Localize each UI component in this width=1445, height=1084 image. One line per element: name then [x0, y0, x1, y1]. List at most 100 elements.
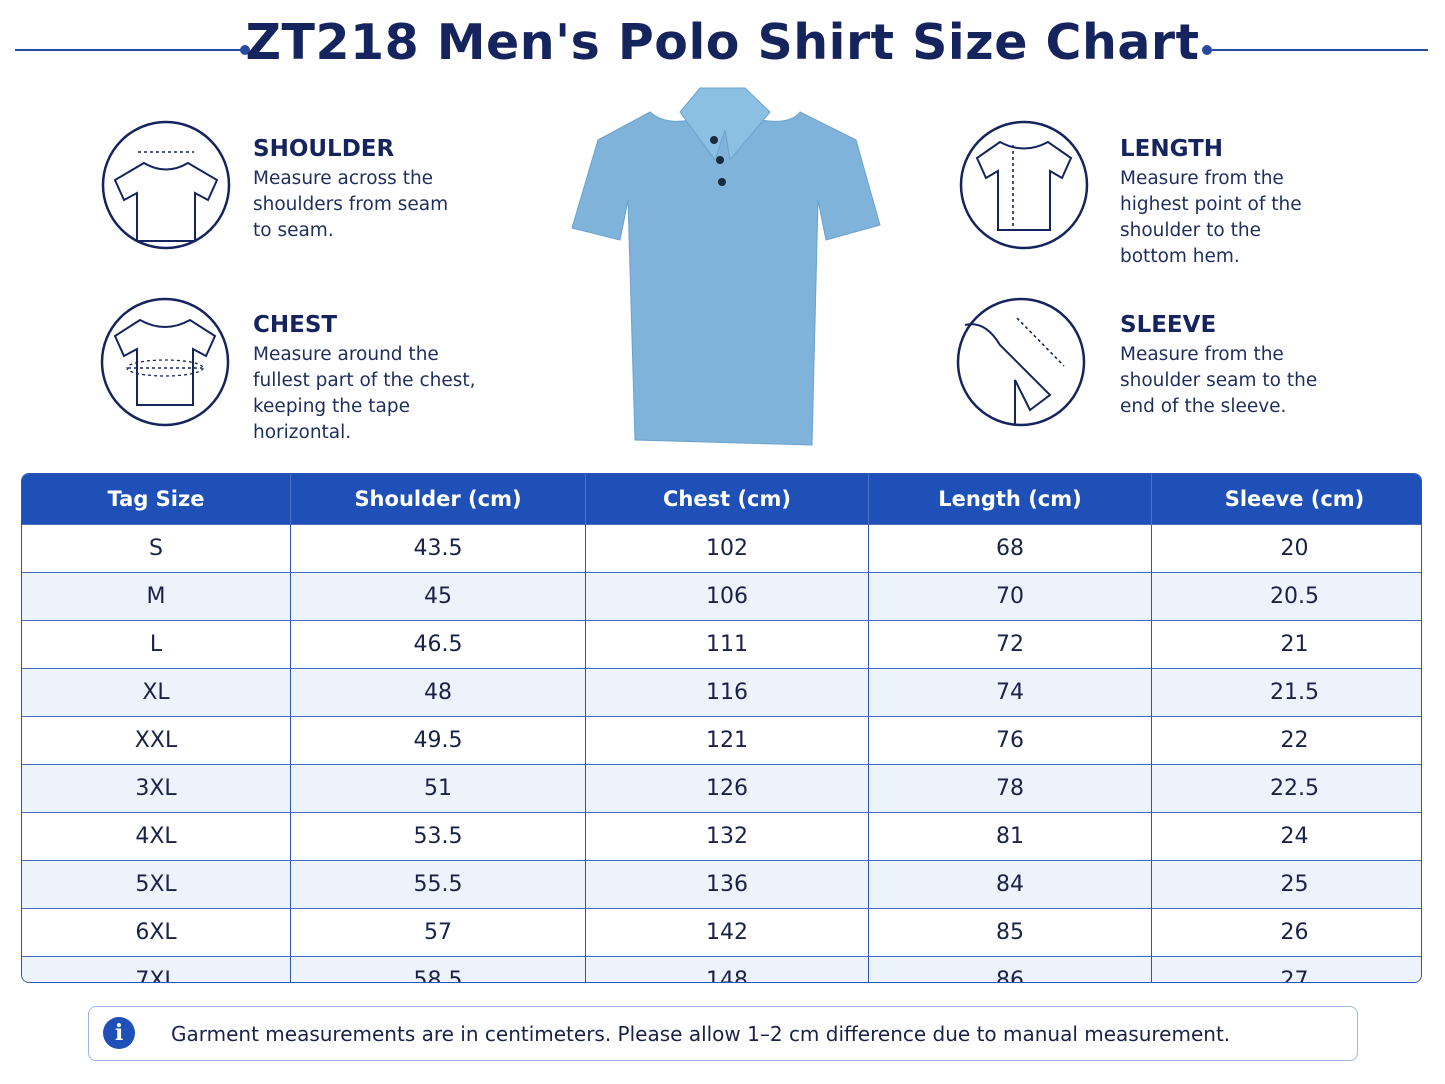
guide-line: to seam.	[253, 220, 334, 241]
table-cell: 53.5	[290, 812, 586, 861]
table-row: 3XL 51 126 78 22.5	[22, 764, 1421, 813]
table-row: L 46.5 111 72 21	[22, 620, 1421, 669]
table-cell: 136	[585, 860, 869, 909]
table-cell: 51	[290, 764, 586, 813]
column-header: Sleeve (cm)	[1151, 474, 1421, 525]
guide-title: CHEST	[253, 312, 338, 338]
table-cell: 78	[868, 764, 1152, 813]
table-row: 4XL 53.5 132 81 24	[22, 812, 1421, 861]
table-cell: 48	[290, 668, 586, 717]
guide-line: end of the sleeve.	[1120, 396, 1287, 417]
table-cell: 102	[585, 524, 869, 573]
table-row: M 45 106 70 20.5	[22, 572, 1421, 621]
table: Tag Size Shoulder (cm) Chest (cm) Length (c…	[22, 474, 1421, 982]
guide-line: Measure from the	[1120, 344, 1284, 365]
table-cell: 84	[868, 860, 1152, 909]
table-cell: 5XL	[22, 860, 291, 909]
table-cell: XXL	[22, 716, 291, 765]
table-cell: M	[22, 572, 291, 621]
table-cell: 49.5	[290, 716, 586, 765]
table-cell: 21.5	[1151, 668, 1421, 717]
table-cell: 22	[1151, 716, 1421, 765]
table-cell: 142	[585, 908, 869, 957]
guide: SLEEVE Measure from the shoulder seam to t…	[1120, 312, 1317, 420]
guide-text: Measure across the shoulders from seam to …	[253, 166, 448, 244]
title: ZT218 Men's Polo Shirt Size Chart	[245, 14, 1200, 71]
table-cell: 26	[1151, 908, 1421, 957]
header-row: Tag Size Shoulder (cm) Chest (cm) Length (c…	[22, 474, 1421, 525]
guide: SHOULDER Measure across the shoulders from…	[253, 136, 448, 244]
guide-line: shoulders from seam	[253, 194, 449, 215]
guide-text: Measure from the shoulder seam to the end …	[1120, 342, 1317, 420]
table-cell: 20.5	[1151, 572, 1421, 621]
guide-title: SLEEVE	[1120, 312, 1217, 338]
table-cell: 72	[868, 620, 1152, 669]
note: i Garment measurements are in centimeter…	[88, 1006, 1358, 1061]
table-row: XL 48 116 74 21.5	[22, 668, 1421, 717]
note-text: Garment measurements are in centimeters.…	[171, 1022, 1231, 1046]
table-cell: 7XL	[22, 956, 291, 982]
guide-line: bottom hem.	[1120, 246, 1240, 267]
table-cell: 45	[290, 572, 586, 621]
table-cell: 85	[868, 908, 1152, 957]
table-row: 5XL 55.5 136 84 25	[22, 860, 1421, 909]
table-row: XXL 49.5 121 76 22	[22, 716, 1421, 765]
table-cell: 24	[1151, 812, 1421, 861]
guide-line: Measure from the	[1120, 168, 1284, 189]
guide-line: keeping the tape	[253, 396, 411, 417]
guide-line: horizontal.	[253, 422, 352, 443]
table-cell: 21	[1151, 620, 1421, 669]
table-cell: 86	[868, 956, 1152, 982]
table-cell: 57	[290, 908, 586, 957]
guide-line: fullest part of the chest,	[253, 370, 476, 391]
table-cell: 106	[585, 572, 869, 621]
table-cell: 68	[868, 524, 1152, 573]
decor	[15, 45, 1428, 446]
table-cell: 76	[868, 716, 1152, 765]
column-header: Shoulder (cm)	[290, 474, 586, 525]
table-cell: 22.5	[1151, 764, 1421, 813]
table-cell: 148	[585, 956, 869, 982]
guide-title: LENGTH	[1120, 136, 1224, 162]
table-row: 7XL 58.5 148 86 27	[22, 956, 1421, 982]
table-cell: L	[22, 620, 291, 669]
table-cell: 132	[585, 812, 869, 861]
table-cell: 81	[868, 812, 1152, 861]
guide-text: Measure around the fullest part of the ch…	[253, 342, 476, 446]
guide-line: shoulder seam to the	[1120, 370, 1318, 391]
table-cell: 55.5	[290, 860, 586, 909]
table-cell: 58.5	[290, 956, 586, 982]
column-header: Length (cm)	[868, 474, 1152, 525]
guide-line: Measure across the	[253, 168, 434, 189]
table-cell: 27	[1151, 956, 1421, 982]
table-cell: 3XL	[22, 764, 291, 813]
table-cell: 74	[868, 668, 1152, 717]
table-cell: 126	[585, 764, 869, 813]
column-header: Tag Size	[22, 474, 291, 525]
table-cell: S	[22, 524, 291, 573]
size-table: Tag Size Shoulder (cm) Chest (cm) Length (c…	[21, 473, 1422, 983]
guide-text: Measure from the highest point of the shou…	[1120, 166, 1302, 270]
guide-title: SHOULDER	[253, 136, 395, 162]
guide-line: highest point of the	[1120, 194, 1302, 215]
table-cell: 116	[585, 668, 869, 717]
guide: CHEST Measure around the fullest part of t…	[253, 312, 476, 446]
guide-line: Measure around the	[253, 344, 439, 365]
table-cell: 6XL	[22, 908, 291, 957]
table-cell: XL	[22, 668, 291, 717]
table-row: 6XL 57 142 85 26	[22, 908, 1421, 957]
info-icon: i	[103, 1017, 135, 1049]
table-cell: 20	[1151, 524, 1421, 573]
guide-line: shoulder to the	[1120, 220, 1261, 241]
table-cell: 70	[868, 572, 1152, 621]
table-cell: 121	[585, 716, 869, 765]
table-cell: 4XL	[22, 812, 291, 861]
table-row: S 43.5 102 68 20	[22, 524, 1421, 573]
column-header: Chest (cm)	[585, 474, 869, 525]
guide: LENGTH Measure from the highest point of t…	[1120, 136, 1302, 270]
table-cell: 43.5	[290, 524, 586, 573]
table-cell: 25	[1151, 860, 1421, 909]
table-cell: 111	[585, 620, 869, 669]
table-cell: 46.5	[290, 620, 586, 669]
